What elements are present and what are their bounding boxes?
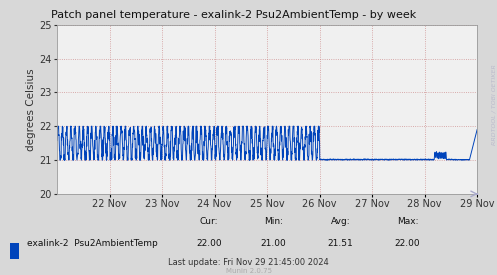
Text: 21.51: 21.51 — [328, 239, 353, 248]
Text: Patch panel temperature - exalink-2 Psu2AmbientTemp - by week: Patch panel temperature - exalink-2 Psu2… — [51, 10, 416, 20]
Text: Max:: Max: — [397, 217, 418, 226]
Text: exalink-2  Psu2AmbientTemp: exalink-2 Psu2AmbientTemp — [27, 239, 158, 248]
Text: 22.00: 22.00 — [395, 239, 420, 248]
Text: 21.00: 21.00 — [260, 239, 286, 248]
Text: Munin 2.0.75: Munin 2.0.75 — [226, 268, 271, 274]
Text: 22.00: 22.00 — [196, 239, 222, 248]
Text: RRDTOOL / TOBI OETIKER: RRDTOOL / TOBI OETIKER — [491, 64, 496, 145]
Text: Avg:: Avg: — [331, 217, 350, 226]
Y-axis label: degrees Celsius: degrees Celsius — [26, 68, 36, 151]
Text: Min:: Min: — [264, 217, 283, 226]
Text: Cur:: Cur: — [199, 217, 218, 226]
Text: Last update: Fri Nov 29 21:45:00 2024: Last update: Fri Nov 29 21:45:00 2024 — [168, 258, 329, 267]
